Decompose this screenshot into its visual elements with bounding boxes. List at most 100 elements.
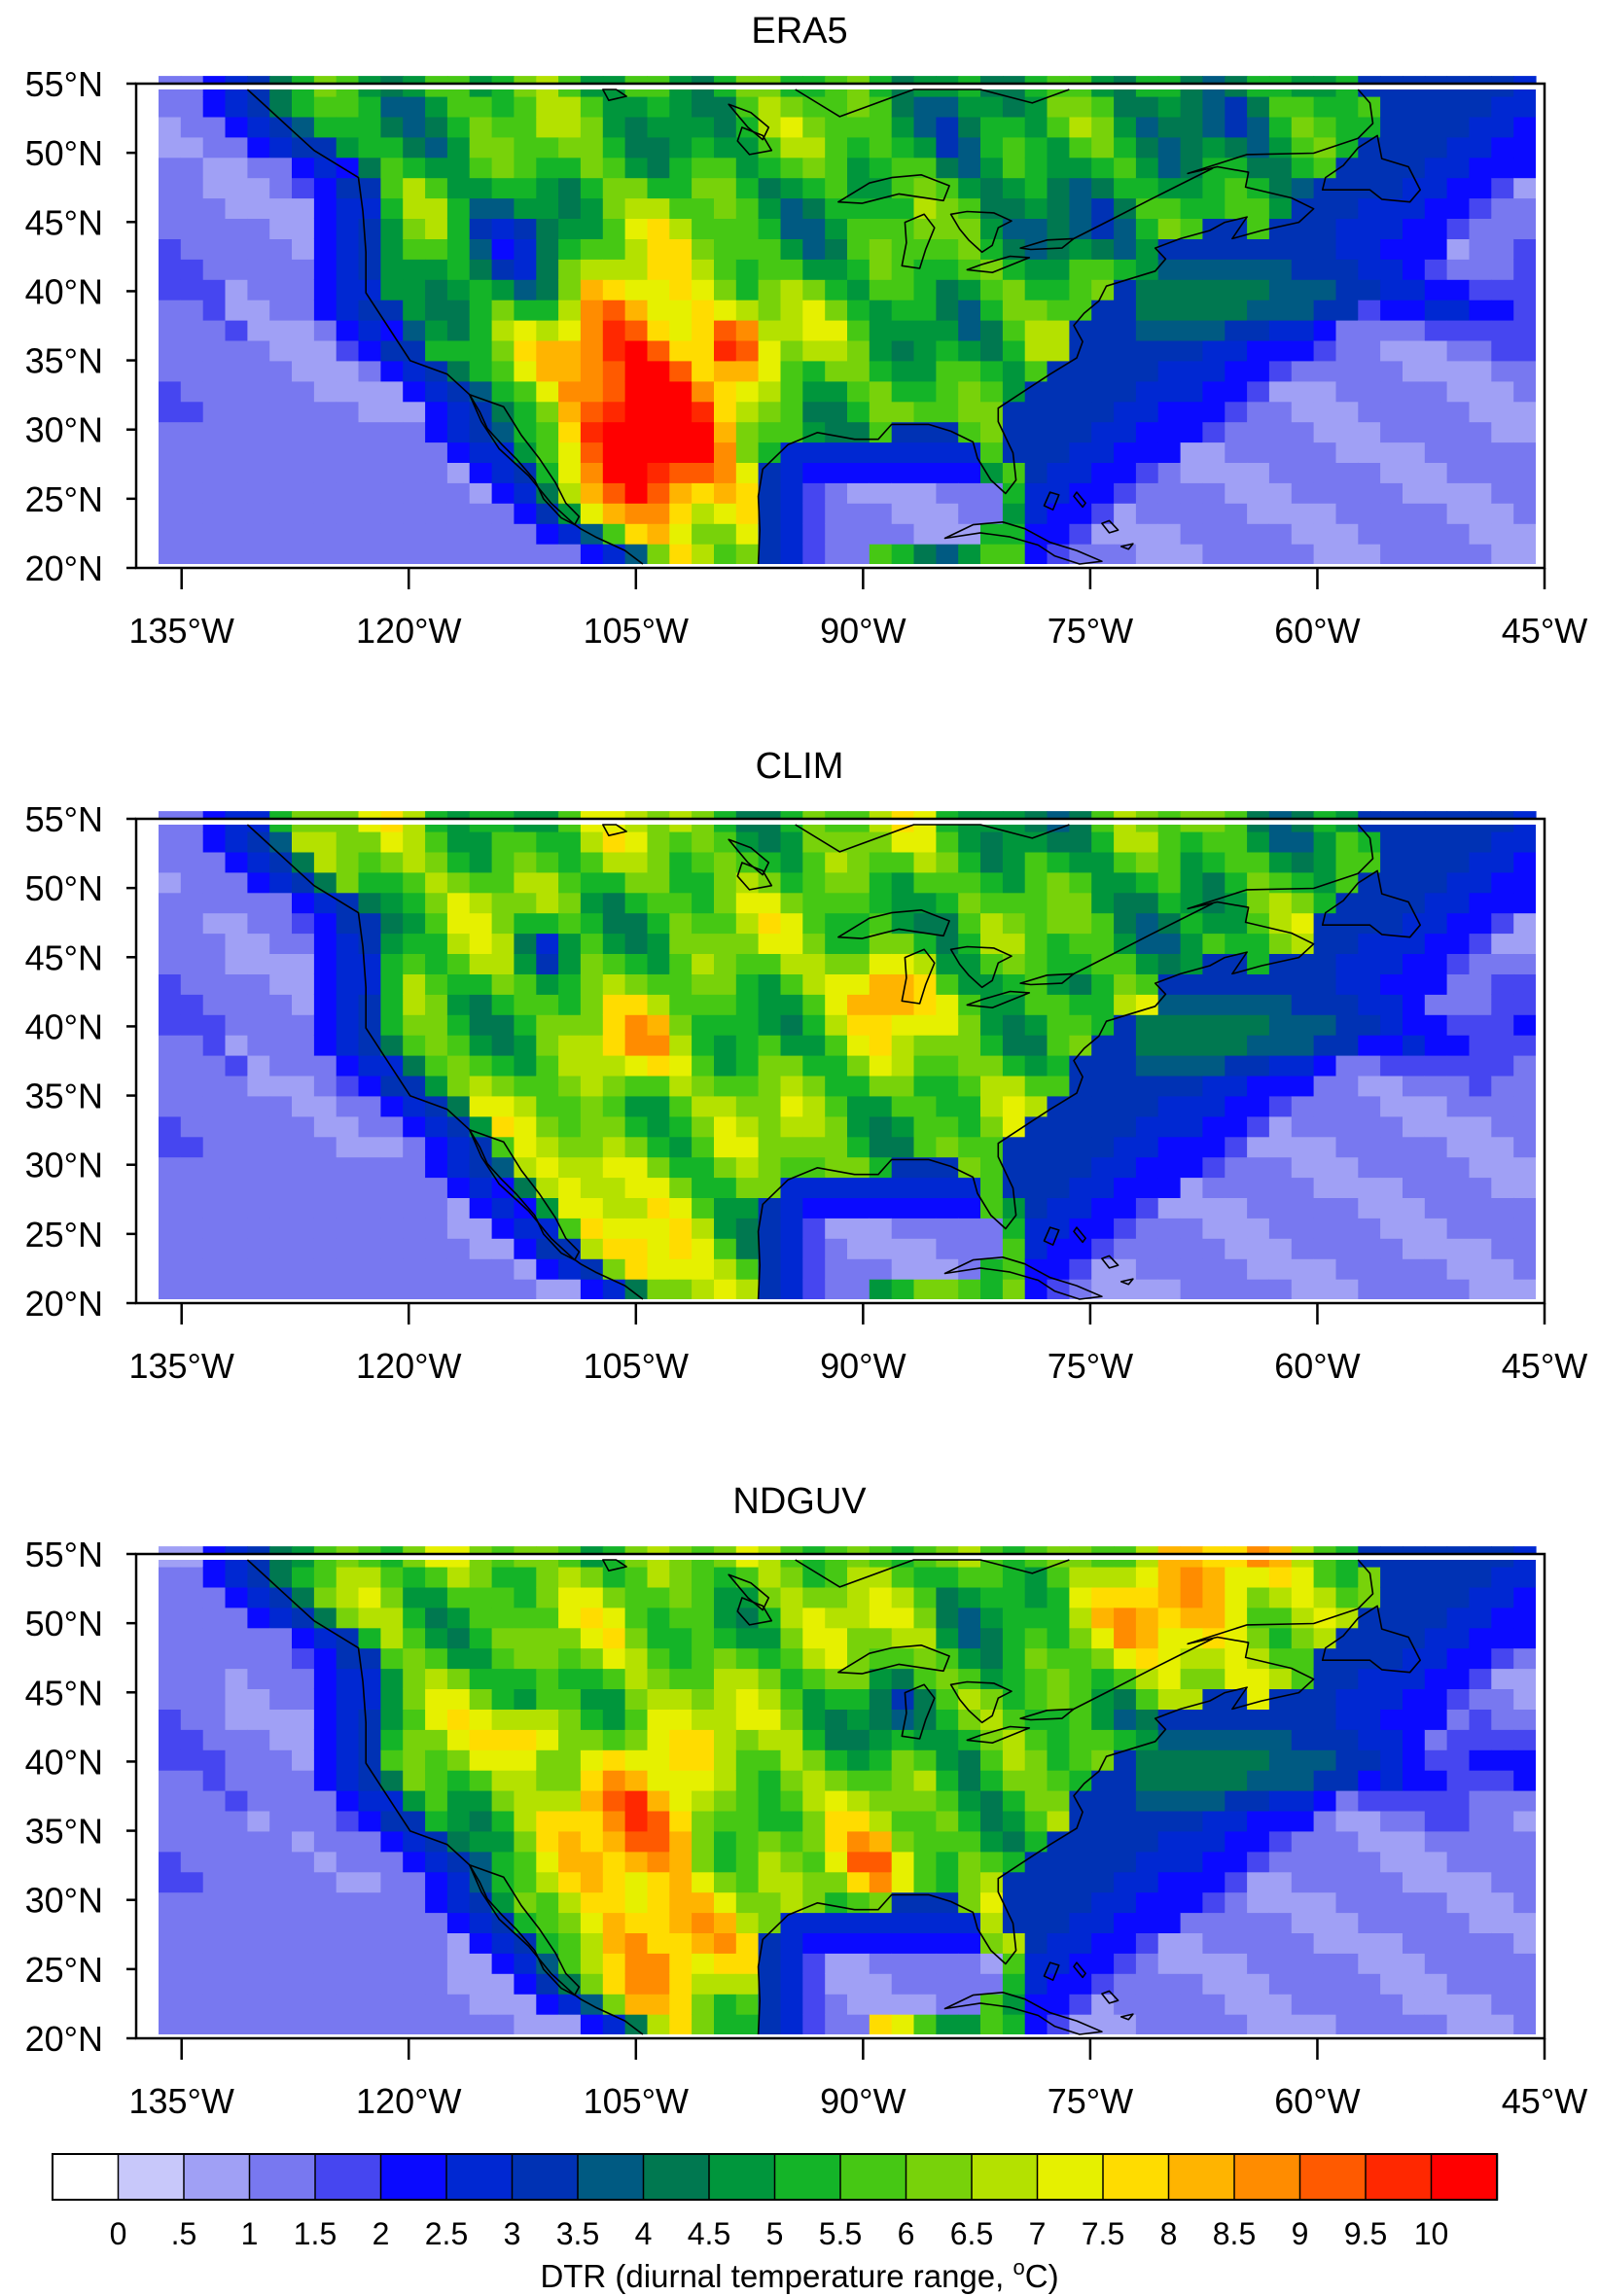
colorbar-swatch — [511, 2153, 580, 2201]
lat-tick-label: 50°N — [25, 1604, 103, 1643]
lon-tick-label: 60°W — [1274, 1346, 1360, 1386]
dtr-contour-field — [159, 1546, 1537, 2035]
lat-tick-label: 45°N — [25, 1673, 103, 1713]
map-panel-clim: CLIM 20°N 25°N 30°N 35°N 40°N 45°N 50°N 55°N 135°… — [25, 746, 1588, 1386]
lat-tick-label: 45°N — [25, 202, 103, 242]
lat-tick-label: 55°N — [25, 799, 103, 839]
lat-tick-label: 25°N — [25, 1215, 103, 1254]
coastline-outlines — [246, 824, 1421, 1300]
lat-tick-label: 20°N — [25, 548, 103, 588]
map-frame — [134, 817, 1546, 1305]
lat-tick-label: 55°N — [25, 64, 103, 104]
panel-title: CLIM — [756, 746, 844, 787]
coastline-outlines — [246, 1559, 1421, 2035]
colorbar-tick-label: 4.5 — [688, 2216, 730, 2251]
colorbar-swatch — [248, 2153, 317, 2201]
lat-tick-label: 40°N — [25, 1742, 103, 1782]
lat-tick-label: 30°N — [25, 1881, 103, 1921]
lat-tick-label: 30°N — [25, 1146, 103, 1185]
lat-tick-label: 20°N — [25, 2019, 103, 2059]
lat-tick-label: 20°N — [25, 1284, 103, 1324]
lat-tick-label: 25°N — [25, 479, 103, 519]
colorbar-tick-label: 3.5 — [556, 2216, 599, 2251]
colorbar-tick-label: 5 — [766, 2216, 784, 2251]
lat-tick-label: 35°N — [25, 1812, 103, 1852]
lat-tick-label: 50°N — [25, 868, 103, 908]
map-frame — [134, 1552, 1546, 2040]
colorbar-tick-label: 9 — [1292, 2216, 1309, 2251]
colorbar-tick-label: 9.5 — [1344, 2216, 1387, 2251]
lon-tick-label: 135°W — [128, 2081, 233, 2121]
colorbar-swatch — [1365, 2153, 1433, 2201]
colorbar-swatch — [445, 2153, 514, 2201]
lat-tick-label: 35°N — [25, 1077, 103, 1116]
lon-tick-label: 90°W — [820, 2081, 906, 2121]
colorbar-swatch — [905, 2153, 974, 2201]
colorbar-swatch — [314, 2153, 382, 2201]
colorbar-tick-label: 8 — [1160, 2216, 1178, 2251]
lat-tick-label: 50°N — [25, 133, 103, 173]
colorbar-swatch — [1430, 2153, 1499, 2201]
colorbar-label: DTR (diurnal temperature range, oC) — [540, 2255, 1058, 2294]
colorbar-swatch — [379, 2153, 448, 2201]
colorbar-swatch — [708, 2153, 776, 2201]
lon-tick-label: 105°W — [584, 611, 689, 651]
colorbar-tick-label: 2.5 — [425, 2216, 468, 2251]
coastline-outlines — [246, 88, 1421, 565]
colorbar-swatch — [1167, 2153, 1236, 2201]
colorbar-tick-label: 0 — [110, 2216, 127, 2251]
lon-tick-label: 75°W — [1048, 611, 1133, 651]
dtr-contour-field — [159, 811, 1537, 1300]
colorbar-tick-label: 2 — [373, 2216, 390, 2251]
map-panel-era5: ERA5 20°N 25°N 30°N 35°N 40°N 45°N 50°N 55°N 135°… — [25, 11, 1588, 651]
dtr-contour-field — [159, 76, 1537, 565]
colorbar-tick-label: 4 — [635, 2216, 653, 2251]
lon-tick-label: 105°W — [584, 1346, 689, 1386]
lon-tick-label: 120°W — [356, 2081, 461, 2121]
colorbar-tick-label: 1.5 — [294, 2216, 337, 2251]
colorbar-tick-label: 8.5 — [1213, 2216, 1256, 2251]
lon-tick-label: 75°W — [1048, 1346, 1133, 1386]
colorbar-swatch — [773, 2153, 842, 2201]
lon-tick-label: 75°W — [1048, 2081, 1133, 2121]
lon-tick-label: 90°W — [820, 611, 906, 651]
colorbar-swatch — [1233, 2153, 1301, 2201]
colorbar-swatch — [642, 2153, 711, 2201]
lon-tick-label: 105°W — [584, 2081, 689, 2121]
colorbar-tick-label: 7 — [1029, 2216, 1047, 2251]
lat-tick-label: 40°N — [25, 271, 103, 311]
colorbar-swatch — [971, 2153, 1039, 2201]
lat-tick-label: 55°N — [25, 1535, 103, 1574]
lon-tick-label: 120°W — [356, 1346, 461, 1386]
lon-tick-label: 120°W — [356, 611, 461, 651]
colorbar-swatch — [1102, 2153, 1170, 2201]
colorbar-swatch — [839, 2153, 907, 2201]
lon-tick-label: 90°W — [820, 1346, 906, 1386]
lon-tick-label: 45°W — [1502, 611, 1587, 651]
colorbar-swatch — [1036, 2153, 1105, 2201]
colorbar-tick-label: 6 — [898, 2216, 915, 2251]
map-frame — [134, 82, 1546, 570]
lat-tick-label: 40°N — [25, 1007, 103, 1046]
lon-tick-label: 45°W — [1502, 2081, 1587, 2121]
lat-tick-label: 25°N — [25, 1950, 103, 1990]
colorbar-swatch — [183, 2153, 251, 2201]
colorbar-swatch — [577, 2153, 645, 2201]
colorbar-tick-label: 3 — [504, 2216, 521, 2251]
colorbar-tick-label: 6.5 — [950, 2216, 993, 2251]
colorbar-swatch — [117, 2153, 186, 2201]
colorbar-tick-label: 10 — [1414, 2216, 1449, 2251]
colorbar-swatch — [1298, 2153, 1368, 2201]
colorbar: 0 .5 1 1.5 2 2.5 3 3.5 4 4.5 5 5.5 6 6.5 7 7.5 8 8.5 9 9.5 1… — [52, 2153, 1499, 2294]
lat-tick-label: 30°N — [25, 410, 103, 450]
lat-tick-label: 45°N — [25, 937, 103, 977]
lon-tick-label: 135°W — [128, 1346, 233, 1386]
map-panel-ndguv: NDGUV 20°N 25°N 30°N 35°N 40°N 45°N 50°N 55°N 135… — [25, 1481, 1588, 2121]
lon-tick-label: 135°W — [128, 611, 233, 651]
lat-tick-label: 35°N — [25, 341, 103, 381]
colorbar-tick-label: 5.5 — [819, 2216, 862, 2251]
colorbar-tick-label: 1 — [241, 2216, 259, 2251]
colorbar-tick-label: 7.5 — [1082, 2216, 1124, 2251]
panel-title: ERA5 — [751, 11, 847, 52]
